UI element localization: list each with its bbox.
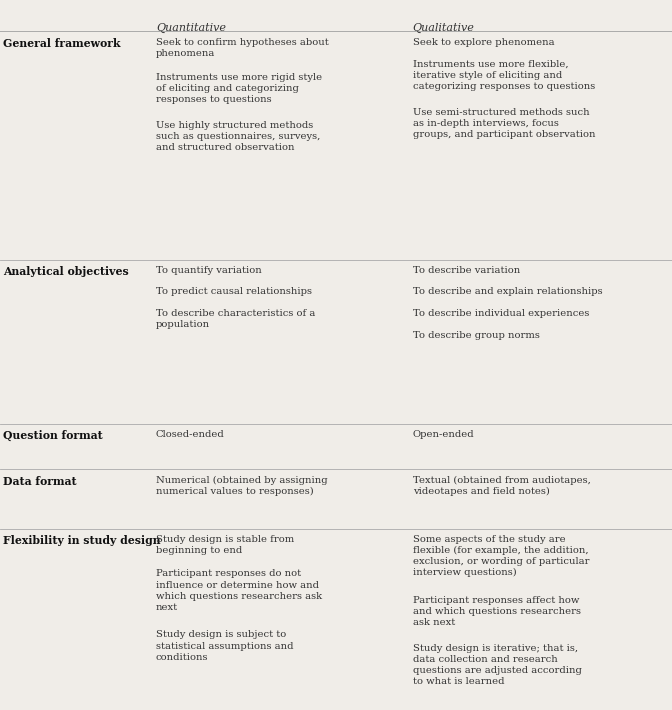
Text: Study design is iterative; that is,
data collection and research
questions are a: Study design is iterative; that is, data… [413, 643, 581, 686]
Text: Flexibility in study design: Flexibility in study design [3, 535, 161, 545]
Text: Study design is subject to
statistical assumptions and
conditions: Study design is subject to statistical a… [156, 630, 294, 662]
Text: Closed-ended: Closed-ended [156, 430, 224, 439]
Text: Data format: Data format [3, 476, 77, 486]
Text: Open-ended: Open-ended [413, 430, 474, 439]
Text: To describe individual experiences: To describe individual experiences [413, 309, 589, 318]
Text: To describe characteristics of a
population: To describe characteristics of a populat… [156, 309, 315, 329]
Text: Use highly structured methods
such as questionnaires, surveys,
and structured ob: Use highly structured methods such as qu… [156, 121, 321, 152]
Text: Numerical (obtained by assigning
numerical values to responses): Numerical (obtained by assigning numeric… [156, 476, 327, 496]
Text: Instruments use more rigid style
of eliciting and categorizing
responses to ques: Instruments use more rigid style of elic… [156, 73, 322, 104]
Text: Quantitative: Quantitative [156, 23, 226, 33]
Text: Study design is stable from
beginning to end: Study design is stable from beginning to… [156, 535, 294, 555]
Text: Participant responses do not
influence or determine how and
which questions rese: Participant responses do not influence o… [156, 569, 322, 612]
Text: Use semi-structured methods such
as in-depth interviews, focus
groups, and parti: Use semi-structured methods such as in-d… [413, 108, 595, 139]
Text: To quantify variation: To quantify variation [156, 266, 261, 275]
Text: To predict causal relationships: To predict causal relationships [156, 287, 312, 296]
Text: Question format: Question format [3, 430, 103, 441]
Text: Instruments use more flexible,
iterative style of eliciting and
categorizing res: Instruments use more flexible, iterative… [413, 60, 595, 91]
Text: To describe group norms: To describe group norms [413, 330, 540, 339]
Text: Seek to confirm hypotheses about
phenomena: Seek to confirm hypotheses about phenome… [156, 38, 329, 58]
Text: Textual (obtained from audiotapes,
videotapes and field notes): Textual (obtained from audiotapes, video… [413, 476, 591, 496]
Text: Participant responses affect how
and which questions researchers
ask next: Participant responses affect how and whi… [413, 596, 581, 627]
Text: Analytical objectives: Analytical objectives [3, 266, 129, 276]
Text: To describe variation: To describe variation [413, 266, 520, 275]
Text: Seek to explore phenomena: Seek to explore phenomena [413, 38, 554, 48]
Text: Some aspects of the study are
flexible (for example, the addition,
exclusion, or: Some aspects of the study are flexible (… [413, 535, 589, 577]
Text: To describe and explain relationships: To describe and explain relationships [413, 287, 602, 296]
Text: Qualitative: Qualitative [413, 23, 474, 33]
Text: General framework: General framework [3, 38, 121, 49]
